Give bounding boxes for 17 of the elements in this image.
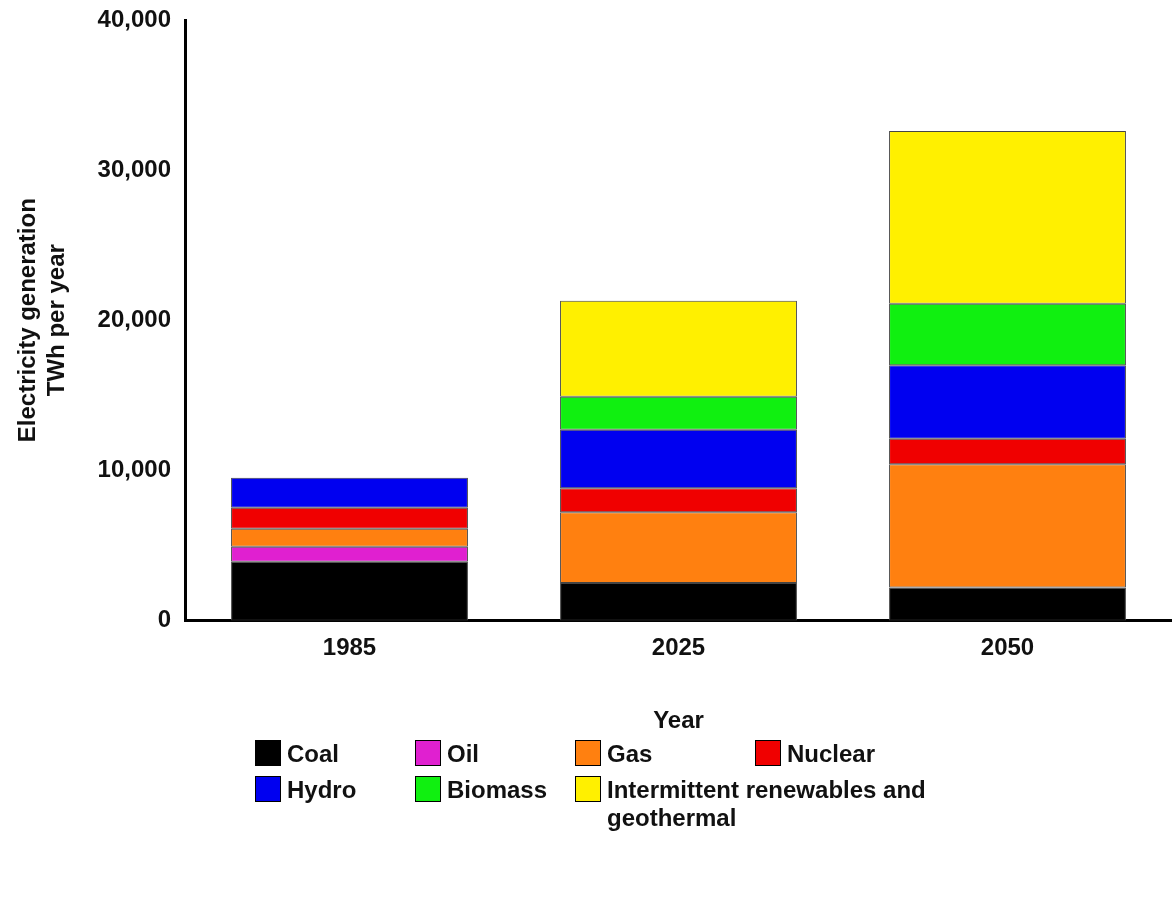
y-tick-label: 10,000 <box>97 454 172 482</box>
legend-label: Intermittent renewables and geothermal <box>607 776 927 832</box>
x-tick-label: 1985 <box>322 633 377 661</box>
legend-label: Gas <box>607 740 653 768</box>
y-axis-title: Electricity generation TWh per year <box>13 198 69 443</box>
legend-label: Hydro <box>287 776 357 804</box>
x-axis-title: Year <box>653 706 704 734</box>
x-tick-label: 2025 <box>651 633 706 661</box>
legend-label: Nuclear <box>787 740 876 768</box>
y-tick-label: 20,000 <box>97 304 172 332</box>
y-tick-label: 30,000 <box>97 154 172 182</box>
y-tick-label: 40,000 <box>97 4 172 32</box>
legend-label: Coal <box>287 740 340 768</box>
x-tick-label: 2050 <box>980 633 1035 661</box>
legend-label: Biomass <box>447 776 548 804</box>
y-tick-label: 0 <box>157 605 172 633</box>
legend-label: Oil <box>447 740 480 768</box>
